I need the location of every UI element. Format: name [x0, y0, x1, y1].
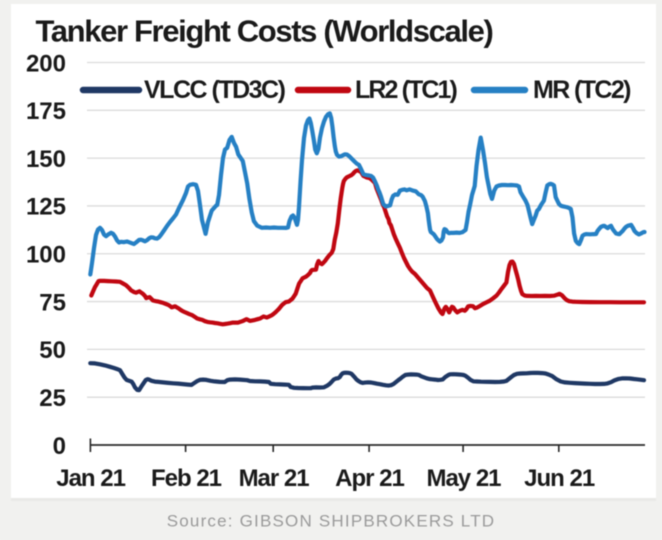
svg-text:Jun 21: Jun 21	[524, 465, 595, 492]
svg-text:Feb 21: Feb 21	[151, 465, 222, 492]
svg-text:150: 150	[26, 146, 66, 173]
svg-text:Apr 21: Apr 21	[335, 465, 404, 492]
svg-text:50: 50	[39, 337, 66, 364]
svg-text:0: 0	[53, 433, 66, 460]
svg-text:125: 125	[26, 194, 66, 221]
svg-text:25: 25	[39, 385, 66, 412]
svg-text:Source: GIBSON SHIPBROKERS LTD: Source: GIBSON SHIPBROKERS LTD	[167, 512, 496, 531]
svg-text:LR2 (TC1): LR2 (TC1)	[355, 76, 458, 104]
svg-text:Tanker Freight Costs (Worldsca: Tanker Freight Costs (Worldscale)	[36, 14, 493, 49]
svg-text:75: 75	[39, 289, 66, 316]
svg-text:May 21: May 21	[426, 465, 501, 492]
svg-text:MR (TC2): MR (TC2)	[533, 76, 631, 104]
svg-text:Jan 21: Jan 21	[56, 465, 125, 492]
svg-text:100: 100	[26, 242, 66, 269]
svg-text:VLCC (TD3C): VLCC (TD3C)	[144, 76, 286, 104]
svg-text:200: 200	[26, 50, 66, 77]
svg-text:Mar 21: Mar 21	[239, 465, 310, 492]
svg-text:175: 175	[26, 98, 66, 125]
